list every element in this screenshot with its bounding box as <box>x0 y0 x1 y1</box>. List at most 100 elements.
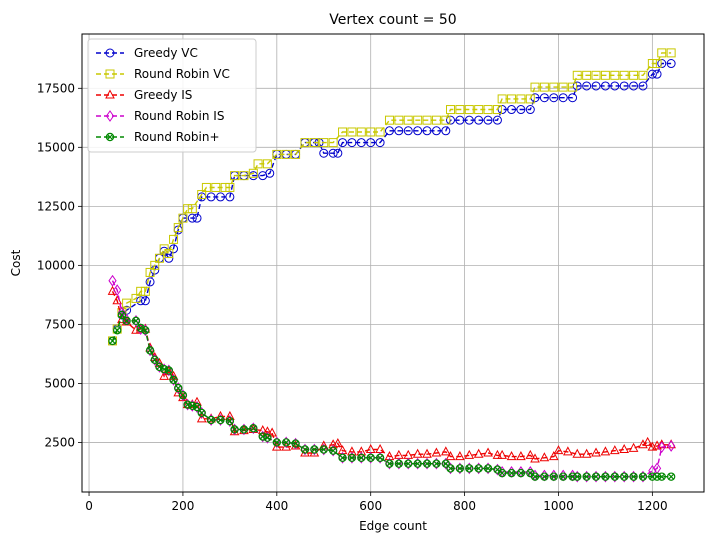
data-point <box>455 451 465 461</box>
data-point <box>446 464 455 473</box>
data-point <box>281 441 292 451</box>
legend-label: Round Robin IS <box>134 109 224 123</box>
data-point <box>357 453 366 462</box>
data-point <box>422 459 432 468</box>
axis-ticks: 0 200 400 600 800 1000 1200 2500 5000 7500 10000 12… <box>37 81 668 513</box>
data-point <box>366 138 376 148</box>
grid-lines <box>82 34 704 492</box>
data-point <box>169 234 179 244</box>
legend-item: Round Robin VC <box>96 67 230 81</box>
data-point <box>319 445 328 454</box>
legend: Greedy VC Round Robin VC Greedy IS Round Ro… <box>87 38 257 153</box>
data-point <box>610 70 620 80</box>
data-point <box>610 472 620 481</box>
data-point <box>497 94 507 104</box>
data-point <box>262 159 272 169</box>
data-point <box>230 171 240 181</box>
data-point <box>582 70 592 80</box>
data-point <box>164 249 174 259</box>
data-point <box>516 451 526 461</box>
data-point <box>328 138 338 148</box>
data-point <box>506 451 517 461</box>
chart-title: Vertex count = 50 <box>329 12 456 28</box>
data-point <box>300 138 310 148</box>
data-point <box>404 459 413 468</box>
data-point <box>497 468 507 478</box>
y-tick-label: 15000 <box>37 140 75 154</box>
data-point <box>375 453 385 462</box>
data-point <box>591 81 601 91</box>
data-point <box>178 391 188 400</box>
legend-marker <box>105 69 115 79</box>
data-point <box>248 168 258 178</box>
data-point <box>225 416 235 426</box>
data-point <box>187 204 197 214</box>
data-point <box>657 48 667 58</box>
data-point <box>549 82 559 92</box>
data-point <box>131 293 141 303</box>
legend-item: Round Robin+ <box>96 130 220 144</box>
data-point <box>206 415 216 425</box>
data-point <box>591 472 601 481</box>
series-round-robin <box>108 310 676 481</box>
data-point <box>568 93 578 103</box>
data-point <box>492 115 502 125</box>
legend-marker <box>105 132 115 142</box>
data-point <box>122 298 132 308</box>
data-point <box>657 441 666 454</box>
data-point <box>338 138 348 148</box>
data-point <box>150 260 160 270</box>
data-point <box>619 443 630 454</box>
data-point <box>431 126 441 136</box>
data-point <box>281 149 291 159</box>
data-point <box>549 93 559 103</box>
data-point <box>422 115 432 125</box>
data-point <box>145 277 155 287</box>
data-point <box>455 464 465 473</box>
data-point <box>265 168 275 178</box>
data-point <box>483 447 493 457</box>
legend-label: Greedy VC <box>134 46 198 60</box>
data-point <box>257 425 268 435</box>
data-point <box>192 213 202 223</box>
data-point <box>455 115 465 125</box>
data-point <box>300 445 310 454</box>
data-point <box>117 310 127 320</box>
plot-frame <box>81 33 705 493</box>
data-point <box>356 138 366 148</box>
data-point <box>666 472 676 481</box>
data-point <box>422 448 432 458</box>
data-point <box>642 436 653 446</box>
data-point <box>629 472 638 481</box>
data-point <box>338 453 347 462</box>
data-point <box>431 115 441 125</box>
data-point <box>347 446 357 456</box>
data-point <box>319 148 329 158</box>
data-point <box>174 383 183 393</box>
data-point <box>347 138 357 148</box>
data-point <box>385 459 394 468</box>
data-point <box>474 115 484 125</box>
data-point <box>591 447 601 457</box>
data-point <box>525 449 536 459</box>
data-point <box>647 59 657 69</box>
data-point <box>573 472 582 481</box>
data-point <box>366 453 375 462</box>
data-point <box>328 148 338 158</box>
data-point <box>516 94 526 104</box>
y-tick-label: 2500 <box>44 435 75 449</box>
data-point <box>140 286 150 296</box>
legend-marker <box>105 89 115 99</box>
data-point <box>638 70 648 80</box>
data-point <box>464 449 475 459</box>
data-point <box>600 446 611 456</box>
data-point <box>440 446 451 456</box>
data-point <box>572 448 583 458</box>
data-point <box>530 472 540 481</box>
data-point <box>619 472 629 481</box>
data-point <box>507 105 517 115</box>
data-point <box>629 70 639 80</box>
data-point <box>657 59 667 69</box>
data-point <box>206 192 216 202</box>
data-point <box>136 296 146 306</box>
